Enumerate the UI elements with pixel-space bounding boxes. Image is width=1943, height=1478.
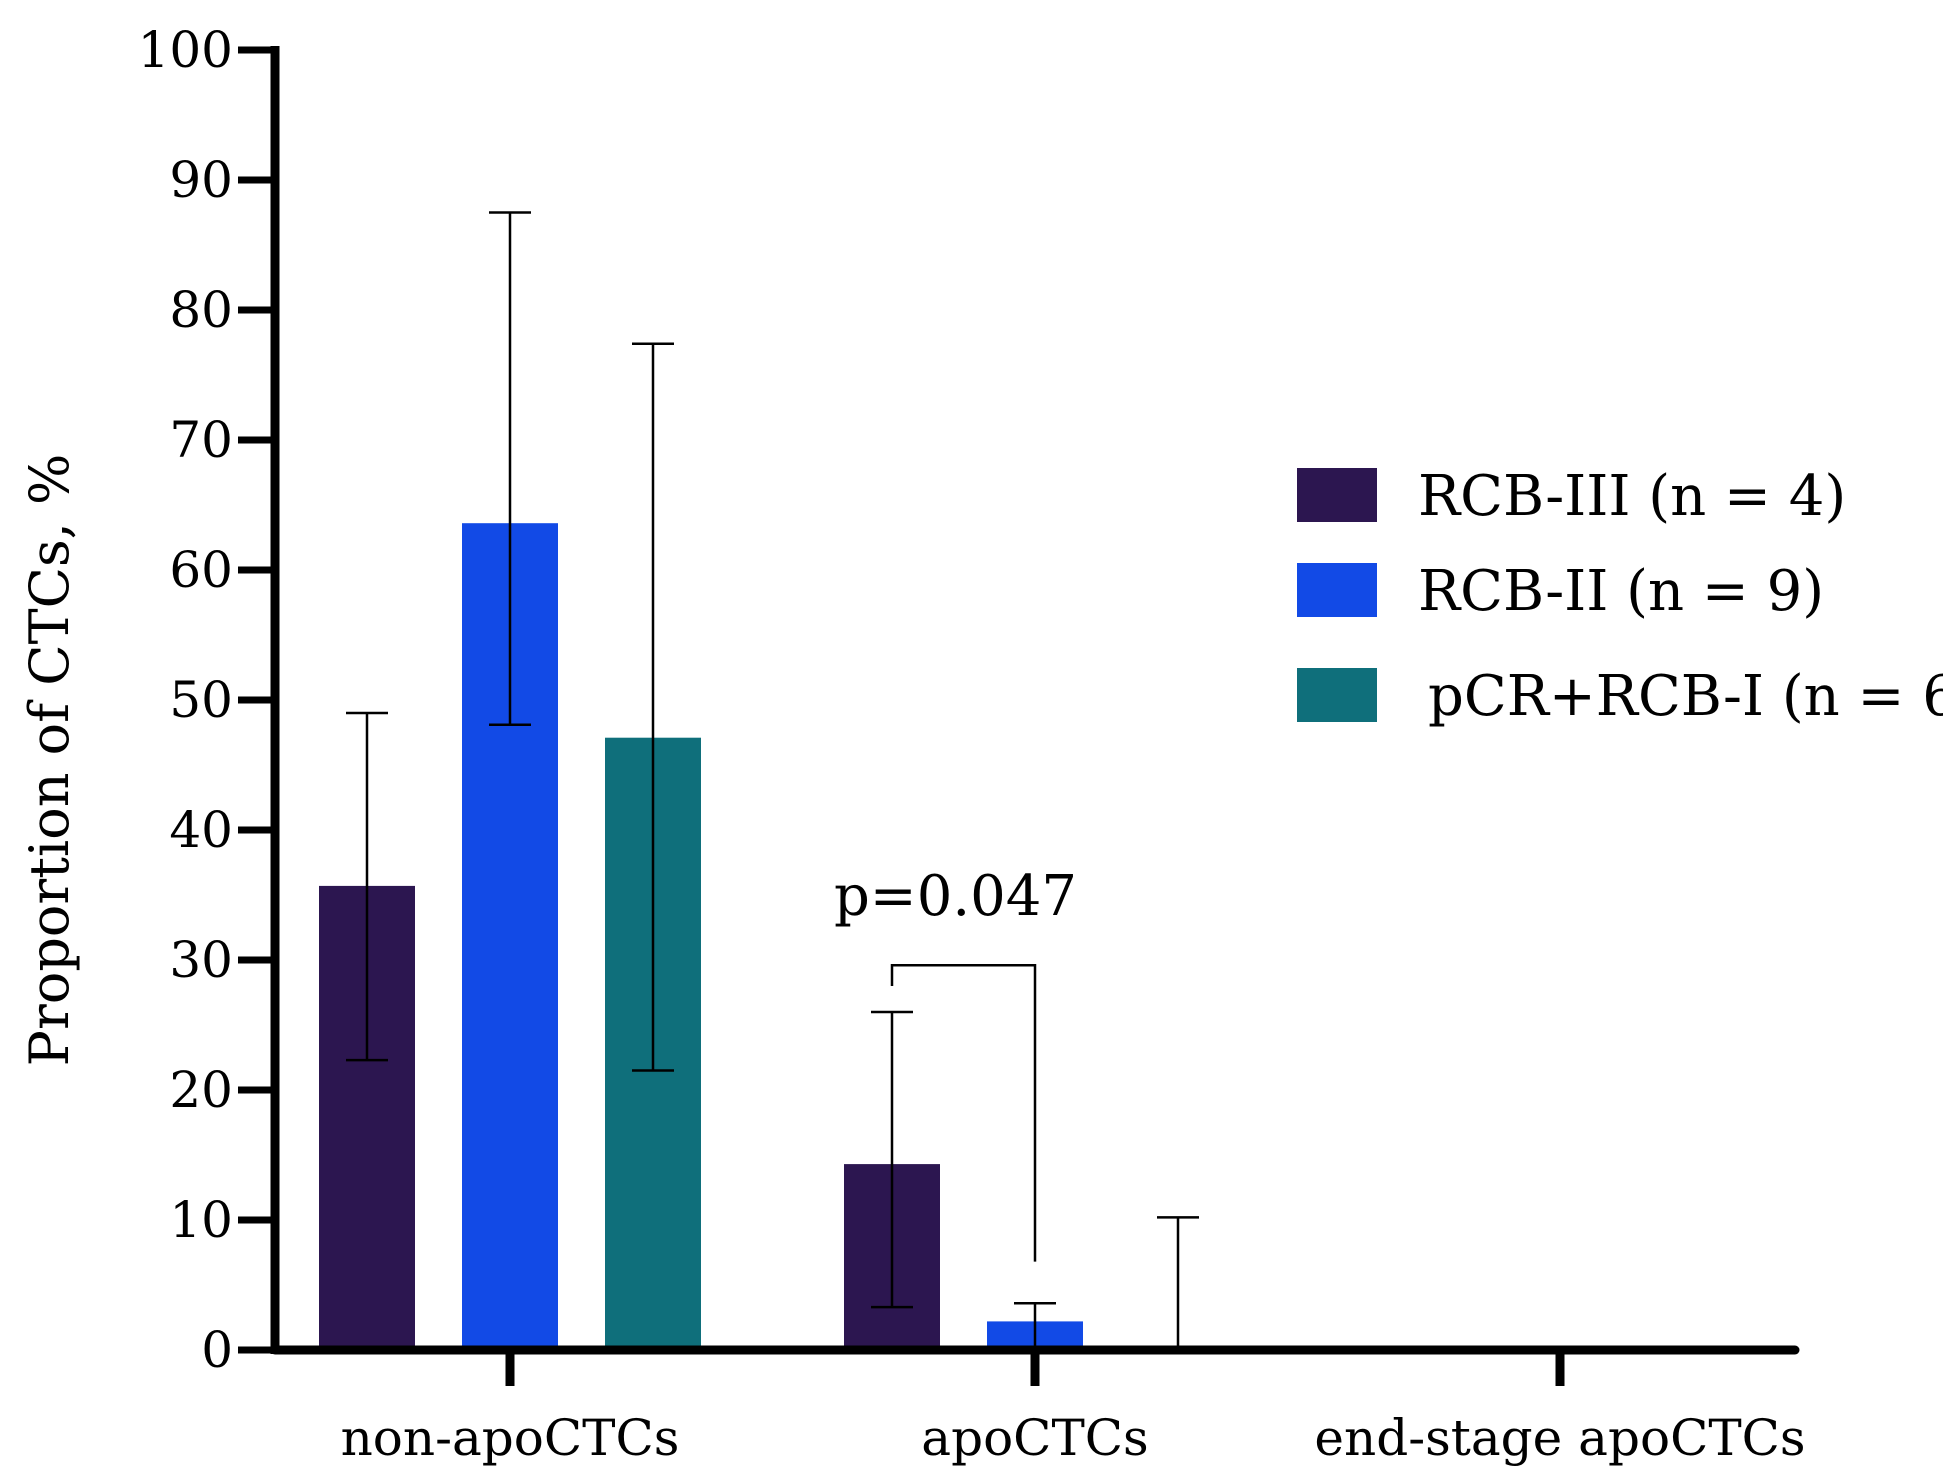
legend-swatch bbox=[1297, 668, 1377, 722]
legend-swatch bbox=[1297, 468, 1377, 522]
bars-layer bbox=[319, 523, 1083, 1350]
y-ticks-layer: 0 10 20 30 40 50 60 70 80 90 100 bbox=[138, 21, 275, 1379]
x-ticks-layer: non-apoCTCs apoCTCs end-stage apoCTCs bbox=[341, 1350, 1806, 1467]
error-bars-layer bbox=[346, 211, 1199, 1350]
legend-label: pCR+RCB-I (n = 6) bbox=[1428, 664, 1943, 729]
significance-annotation: p=0.047 bbox=[834, 864, 1077, 1262]
legend-label: RCB-III (n = 4) bbox=[1418, 464, 1846, 529]
y-tick-label: 30 bbox=[169, 931, 233, 989]
y-tick-label: 90 bbox=[169, 151, 233, 209]
y-tick-label: 50 bbox=[169, 671, 233, 729]
x-category-label: apoCTCs bbox=[921, 1409, 1148, 1467]
y-axis-title: Proportion of CTCs, % bbox=[18, 454, 81, 1067]
x-category-label: non-apoCTCs bbox=[341, 1409, 680, 1467]
y-tick-label: 100 bbox=[138, 21, 233, 79]
legend: RCB-III (n = 4) RCB-II (n = 9) pCR+RCB-I (… bbox=[1297, 464, 1943, 729]
significance-bracket bbox=[890, 963, 1037, 1262]
y-tick-label: 40 bbox=[169, 801, 233, 859]
x-category-label: end-stage apoCTCs bbox=[1314, 1409, 1805, 1467]
y-tick-label: 0 bbox=[201, 1321, 233, 1379]
y-tick-label: 60 bbox=[169, 541, 233, 599]
legend-swatch bbox=[1297, 563, 1377, 617]
legend-label: RCB-II (n = 9) bbox=[1418, 559, 1824, 624]
y-tick-label: 10 bbox=[169, 1191, 233, 1249]
p-value-label: p=0.047 bbox=[834, 864, 1077, 929]
y-tick-label: 80 bbox=[169, 281, 233, 339]
y-tick-label: 70 bbox=[169, 411, 233, 469]
y-tick-label: 20 bbox=[169, 1061, 233, 1119]
